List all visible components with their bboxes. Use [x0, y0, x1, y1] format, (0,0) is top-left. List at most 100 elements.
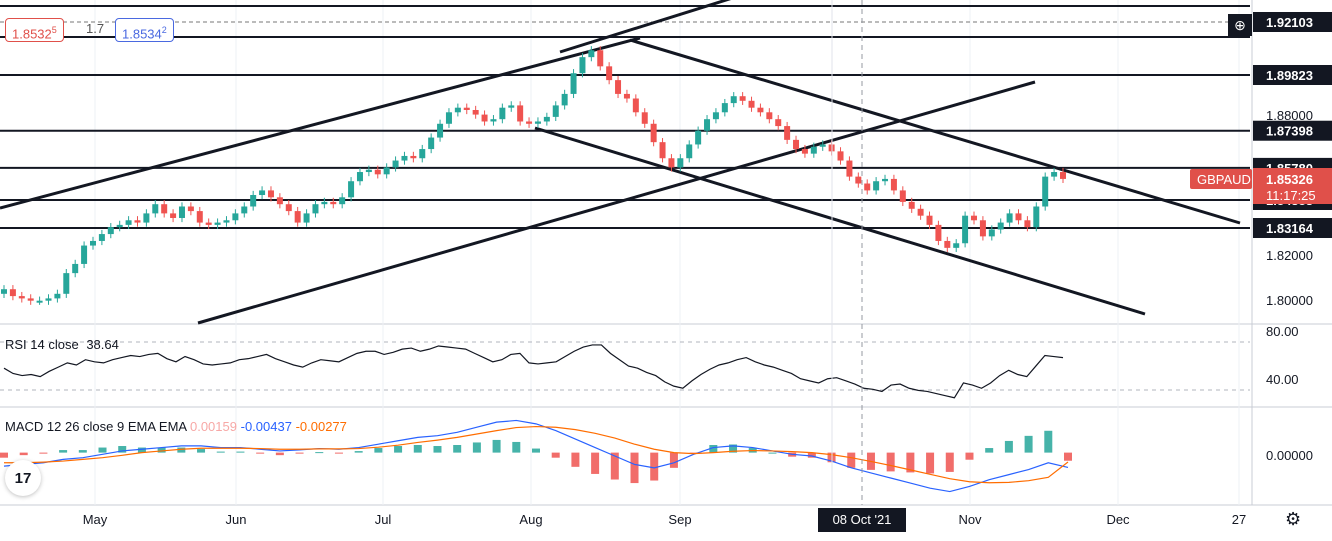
candle-body[interactable]: [757, 107, 764, 113]
candle-body[interactable]: [543, 116, 550, 122]
candle-body[interactable]: [615, 80, 622, 94]
candle-body[interactable]: [134, 220, 141, 223]
candle-body[interactable]: [63, 273, 70, 294]
candle-body[interactable]: [695, 130, 702, 145]
candlestick-series[interactable]: [1, 46, 1066, 305]
candle-body[interactable]: [187, 206, 194, 212]
candle-body[interactable]: [686, 144, 693, 159]
candle-body[interactable]: [748, 100, 755, 108]
candle-body[interactable]: [499, 107, 506, 120]
candle-body[interactable]: [107, 227, 114, 235]
horizontal-levels[interactable]: [0, 36, 1250, 229]
candle-body[interactable]: [383, 167, 390, 175]
candle-body[interactable]: [588, 50, 595, 58]
candle-body[interactable]: [1024, 220, 1031, 228]
signal-line[interactable]: [4, 425, 1069, 484]
descending-trendline[interactable]: [629, 38, 1241, 225]
candle-body[interactable]: [116, 224, 123, 228]
candle-body[interactable]: [597, 50, 604, 67]
candle-body[interactable]: [935, 224, 942, 241]
candle-body[interactable]: [561, 93, 568, 106]
candle-body[interactable]: [775, 119, 782, 127]
candle-body[interactable]: [837, 151, 844, 161]
candle-body[interactable]: [18, 296, 25, 299]
candle-body[interactable]: [606, 66, 613, 81]
candle-body[interactable]: [419, 149, 426, 159]
candle-body[interactable]: [454, 107, 461, 113]
candle-body[interactable]: [125, 220, 132, 225]
candle-body[interactable]: [962, 215, 969, 244]
candle-body[interactable]: [89, 240, 96, 246]
price-axis[interactable]: 1.88000 1.82000 1.80000: [1266, 108, 1313, 308]
candle-body[interactable]: [223, 220, 230, 223]
candle-body[interactable]: [250, 195, 257, 207]
rsi-legend[interactable]: RSI 14 close 38.64: [5, 337, 119, 352]
candle-body[interactable]: [401, 155, 408, 161]
candle-body[interactable]: [766, 112, 773, 120]
candle-body[interactable]: [677, 158, 684, 168]
candle-body[interactable]: [27, 298, 34, 301]
candle-body[interactable]: [72, 263, 79, 274]
candle-body[interactable]: [472, 109, 479, 115]
candle-body[interactable]: [873, 181, 880, 191]
candle-body[interactable]: [668, 158, 675, 168]
candle-body[interactable]: [54, 293, 61, 299]
candle-body[interactable]: [267, 190, 274, 198]
candle-body[interactable]: [161, 204, 168, 214]
candle-body[interactable]: [659, 142, 666, 159]
macd-line[interactable]: [3, 419, 1069, 493]
candle-body[interactable]: [526, 121, 533, 124]
tradingview-logo-icon[interactable]: 17: [5, 460, 41, 496]
candle-body[interactable]: [801, 149, 808, 154]
gear-icon[interactable]: ⚙: [1285, 509, 1302, 529]
candle-body[interactable]: [294, 211, 301, 223]
candle-body[interactable]: [1060, 172, 1066, 179]
candle-body[interactable]: [650, 123, 657, 143]
candle-body[interactable]: [196, 211, 203, 223]
crosshair-add-icon[interactable]: ⊕: [1228, 14, 1252, 36]
buy-price-button[interactable]: 1.85342: [115, 18, 174, 42]
candle-body[interactable]: [953, 243, 960, 248]
candle-body[interactable]: [917, 208, 924, 216]
candle-body[interactable]: [517, 105, 524, 122]
candle-body[interactable]: [98, 234, 105, 241]
candle-body[interactable]: [170, 213, 177, 218]
macd-pane[interactable]: [0, 419, 1072, 493]
candle-body[interactable]: [641, 112, 648, 124]
descending-channel-lower[interactable]: [534, 126, 1146, 316]
candle-body[interactable]: [1051, 172, 1058, 177]
candle-body[interactable]: [339, 197, 346, 205]
candle-body[interactable]: [1, 289, 7, 294]
candle-body[interactable]: [926, 215, 933, 225]
candle-body[interactable]: [819, 144, 826, 147]
candle-body[interactable]: [882, 178, 889, 182]
candle-body[interactable]: [36, 300, 43, 303]
candle-body[interactable]: [214, 222, 221, 225]
candle-body[interactable]: [623, 93, 630, 99]
candle-body[interactable]: [997, 222, 1004, 230]
candle-body[interactable]: [285, 204, 292, 212]
candle-body[interactable]: [793, 139, 800, 150]
candle-body[interactable]: [303, 213, 310, 223]
candle-body[interactable]: [552, 105, 559, 117]
candle-body[interactable]: [490, 119, 497, 122]
sell-price-button[interactable]: 1.85325: [5, 18, 64, 42]
candle-body[interactable]: [1033, 206, 1040, 228]
candle-body[interactable]: [712, 112, 719, 120]
candle-body[interactable]: [437, 123, 444, 138]
candle-body[interactable]: [356, 172, 363, 182]
candle-body[interactable]: [534, 121, 541, 124]
candle-body[interactable]: [508, 105, 515, 108]
candle-body[interactable]: [410, 155, 417, 159]
candle-body[interactable]: [321, 201, 328, 205]
candle-body[interactable]: [979, 220, 986, 237]
rsi-pane[interactable]: [3, 344, 1064, 399]
candle-body[interactable]: [312, 204, 319, 214]
candle-body[interactable]: [1006, 213, 1013, 223]
candle-body[interactable]: [704, 119, 711, 131]
time-axis[interactable]: May Jun Jul Aug Sep Nov Dec 27: [83, 512, 1247, 527]
candle-body[interactable]: [9, 289, 16, 297]
candle-body[interactable]: [988, 229, 995, 237]
candle-body[interactable]: [143, 213, 150, 223]
